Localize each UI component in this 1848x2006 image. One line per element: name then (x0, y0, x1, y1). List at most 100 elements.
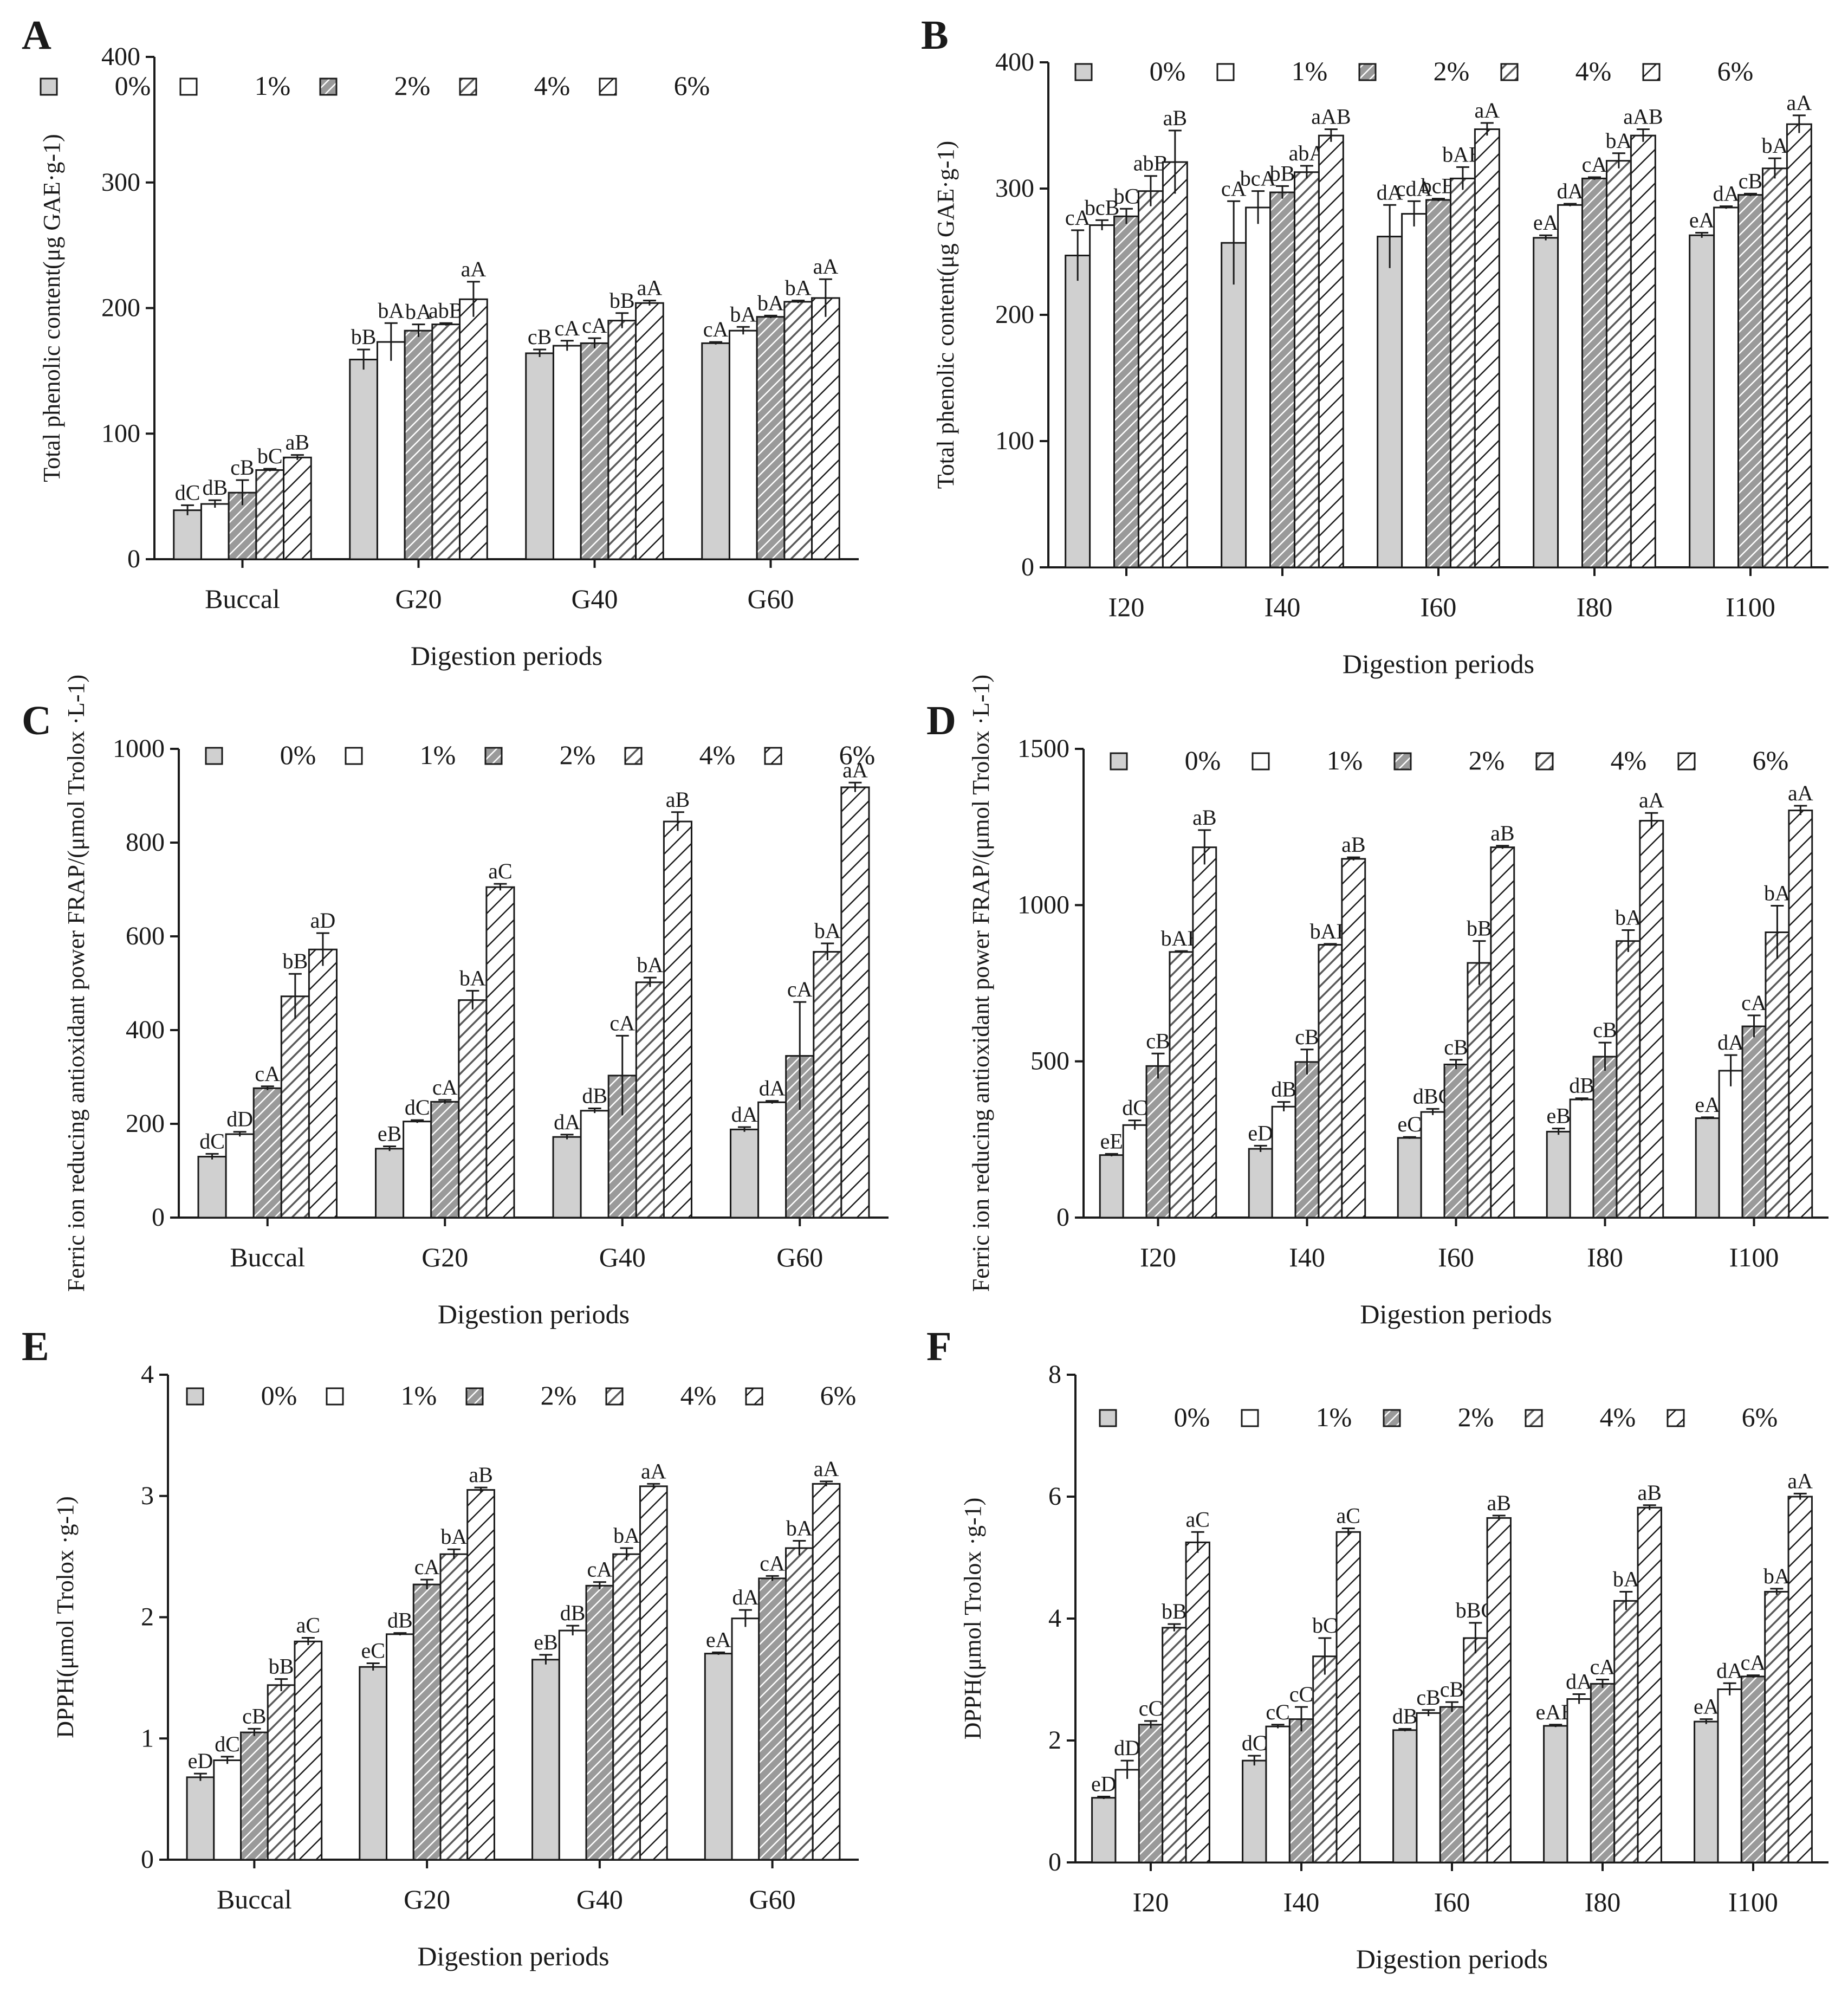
bar (1765, 931, 1790, 1219)
legend-label: 4% (534, 70, 570, 101)
bar (1392, 1729, 1418, 1863)
legend-swatch (186, 1387, 204, 1406)
bar (403, 1121, 432, 1219)
significance-label: dA (1377, 180, 1403, 204)
legend-swatch (1677, 752, 1696, 771)
bar (1271, 1105, 1296, 1219)
significance-label: bcA (1240, 166, 1276, 191)
legend-swatch (345, 747, 363, 765)
bar (1581, 177, 1607, 568)
x-tick-label: I20 (1133, 1887, 1169, 1917)
legend-label: 6% (674, 70, 710, 101)
legend-swatch (1667, 1409, 1685, 1427)
bar (1401, 213, 1428, 568)
significance-label: cA (554, 316, 580, 340)
legend-swatch (326, 1387, 344, 1406)
significance-label: bA (785, 276, 812, 300)
significance-label: aB (469, 1463, 492, 1487)
bar (267, 1684, 296, 1861)
bar (1341, 858, 1366, 1219)
significance-label: aB (1638, 1480, 1662, 1505)
y-tick-label: 100 (995, 426, 1034, 455)
x-tick-label: Buccal (230, 1242, 305, 1272)
bar (375, 1148, 405, 1219)
y-tick-label: 100 (101, 419, 140, 448)
bar (1293, 171, 1320, 568)
bar (783, 301, 813, 560)
significance-label: aA (1787, 90, 1812, 115)
x-tick-label: G20 (395, 584, 442, 614)
x-tick-label: G60 (749, 1884, 796, 1914)
bar (1162, 161, 1188, 568)
legend-label: 0% (280, 740, 316, 770)
bar (1718, 1070, 1743, 1219)
bar (349, 359, 378, 560)
significance-label: bC (1114, 184, 1139, 208)
bar (1443, 1063, 1469, 1219)
y-tick-label: 400 (995, 48, 1034, 76)
bar (386, 1633, 414, 1861)
bar (412, 1583, 442, 1861)
bar (1377, 236, 1403, 568)
y-tick-label: 1000 (113, 734, 165, 763)
bar (728, 329, 758, 560)
bar (635, 302, 664, 560)
significance-label: aB (1490, 821, 1514, 845)
x-tick-label: I20 (1140, 1242, 1176, 1272)
legend-label: 1% (255, 70, 291, 101)
bar (1114, 1769, 1140, 1863)
legend-label: 0% (1174, 1402, 1210, 1432)
bar (1248, 1148, 1273, 1219)
bar (1439, 1706, 1465, 1863)
y-axis-label: DPPH(μmol Trolox ·g-1) (959, 1498, 986, 1740)
x-axis-label: Digestion periods (1356, 1944, 1548, 1974)
significance-label: bcB (1085, 195, 1119, 219)
bar (784, 1547, 814, 1861)
significance-label: dB (1392, 1704, 1418, 1729)
bar (701, 342, 730, 560)
y-tick-label: 2 (1048, 1726, 1061, 1755)
legend-label: 4% (1575, 56, 1612, 86)
significance-label: eE (1100, 1129, 1123, 1153)
bar (173, 509, 202, 560)
significance-label: dB (387, 1608, 413, 1633)
bar (283, 456, 312, 560)
bar (1490, 846, 1515, 1219)
panel-letter: D (926, 698, 956, 743)
legend-swatch (599, 77, 617, 96)
x-axis-label: Digestion periods (438, 1299, 630, 1329)
significance-label: aB (286, 430, 309, 455)
bar (1138, 1724, 1164, 1863)
bar (466, 1489, 495, 1861)
bar (1091, 1797, 1117, 1863)
significance-label: cB (1146, 1028, 1170, 1053)
panel-B: B 0 100 200 300 400 Total phenolic content(μg … (921, 12, 1828, 679)
legend-swatch (179, 77, 198, 96)
legend-label: 4% (1600, 1402, 1636, 1432)
bar (1533, 237, 1559, 568)
bar (730, 1128, 760, 1219)
bar (485, 886, 515, 1219)
bar (1099, 1154, 1124, 1219)
significance-label: dC (199, 1129, 225, 1153)
significance-label: aA (842, 758, 868, 782)
panel-letter: E (22, 1324, 49, 1369)
significance-label: bB (1270, 161, 1295, 185)
significance-label: bB (269, 1654, 294, 1679)
bar (580, 1110, 609, 1219)
significance-label: cC (1266, 1700, 1289, 1724)
significance-label: cB (1739, 169, 1762, 193)
significance-label: cA (1221, 176, 1247, 200)
legend-label: 1% (420, 740, 456, 770)
significance-label: cA (1582, 152, 1607, 177)
bar (1221, 242, 1247, 568)
significance-label: dB (1569, 1073, 1594, 1098)
y-tick-label: 600 (126, 922, 165, 950)
bar (1089, 224, 1116, 568)
significance-label: abB (429, 298, 463, 322)
significance-label: cA (760, 1551, 785, 1575)
bar (1269, 191, 1295, 568)
bar (1113, 215, 1139, 568)
significance-label: dB (202, 475, 228, 500)
significance-label: eC (1397, 1112, 1421, 1136)
